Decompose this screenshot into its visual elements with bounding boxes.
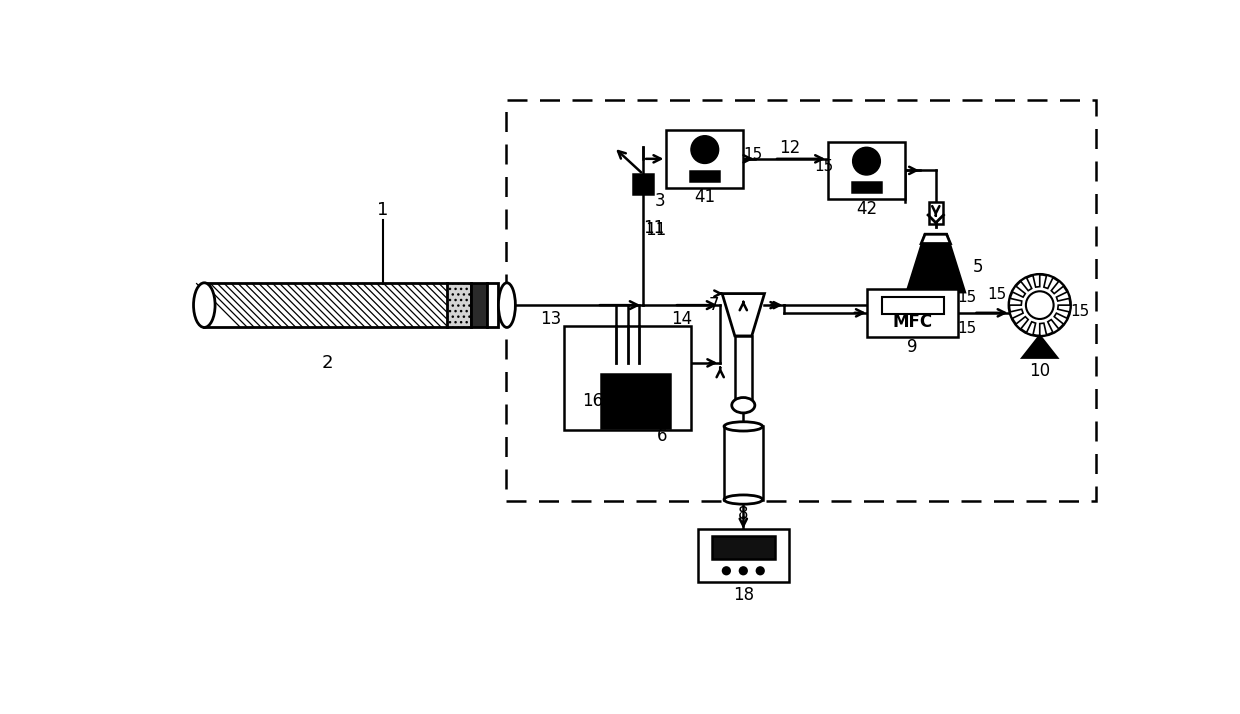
Text: 3: 3 (655, 192, 666, 210)
Polygon shape (906, 234, 965, 292)
Text: 14: 14 (671, 310, 692, 328)
Polygon shape (1009, 298, 1022, 305)
Text: 15: 15 (957, 321, 976, 336)
Bar (564, 326, 692, 431)
Circle shape (739, 566, 748, 575)
Text: 18: 18 (733, 586, 754, 605)
Ellipse shape (732, 398, 755, 413)
Bar (506, 99, 1096, 501)
Ellipse shape (193, 283, 215, 328)
Polygon shape (1023, 336, 1056, 358)
Bar (867, 289, 959, 337)
Bar (601, 374, 670, 428)
Circle shape (1025, 291, 1054, 319)
Circle shape (1009, 274, 1070, 336)
Polygon shape (1012, 286, 1025, 297)
Bar (698, 529, 789, 582)
Bar (929, 202, 942, 223)
Polygon shape (1052, 281, 1064, 293)
Bar (712, 536, 775, 559)
Bar (634, 174, 653, 194)
Polygon shape (921, 234, 950, 243)
Polygon shape (1027, 322, 1035, 335)
Text: 11: 11 (644, 219, 665, 237)
Bar (852, 182, 882, 192)
Text: 15: 15 (1070, 303, 1090, 318)
Text: 12: 12 (779, 139, 800, 157)
Text: 10: 10 (1029, 362, 1050, 381)
Text: 41: 41 (694, 188, 715, 206)
Text: 42: 42 (856, 200, 877, 218)
Ellipse shape (498, 283, 516, 328)
Text: 16: 16 (583, 393, 604, 411)
Polygon shape (722, 293, 765, 336)
Bar (446, 283, 471, 328)
Circle shape (691, 136, 719, 164)
Polygon shape (1044, 275, 1053, 288)
Polygon shape (1056, 292, 1070, 301)
Text: 7: 7 (709, 296, 719, 314)
Bar (666, 130, 743, 188)
Text: 15: 15 (743, 148, 763, 163)
Ellipse shape (724, 495, 763, 504)
Bar (828, 141, 905, 199)
Polygon shape (1048, 320, 1059, 333)
Circle shape (722, 566, 730, 575)
Text: 13: 13 (541, 310, 562, 328)
Text: 8: 8 (738, 505, 749, 523)
Bar (487, 283, 497, 328)
Text: 6: 6 (657, 427, 667, 445)
Bar (724, 426, 763, 500)
Text: 15: 15 (957, 290, 976, 305)
Polygon shape (1033, 274, 1040, 287)
Text: 11: 11 (645, 221, 666, 239)
Text: 15: 15 (988, 287, 1007, 302)
Text: 2: 2 (321, 354, 334, 372)
Bar (471, 283, 487, 328)
Text: 1: 1 (377, 201, 388, 219)
Circle shape (755, 566, 765, 575)
Bar (735, 336, 751, 406)
Text: 9: 9 (908, 338, 918, 356)
Circle shape (853, 147, 880, 175)
Text: 15: 15 (815, 159, 833, 174)
Bar (205, 283, 446, 328)
Polygon shape (1058, 305, 1070, 312)
Bar (882, 296, 944, 313)
Polygon shape (1009, 309, 1023, 318)
Text: 5: 5 (973, 258, 983, 276)
Polygon shape (1054, 313, 1068, 324)
Polygon shape (1040, 323, 1047, 336)
Ellipse shape (724, 422, 763, 431)
Polygon shape (1016, 316, 1028, 329)
Polygon shape (1021, 277, 1032, 291)
Bar (691, 171, 719, 181)
Text: MFC: MFC (893, 313, 932, 331)
